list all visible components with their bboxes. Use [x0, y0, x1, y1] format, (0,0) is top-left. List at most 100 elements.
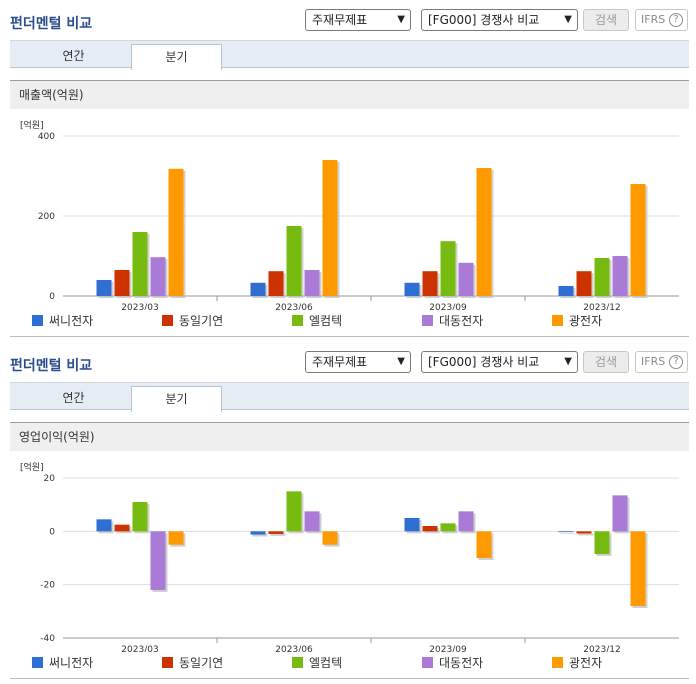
bar — [304, 270, 320, 296]
bar — [114, 524, 130, 532]
bar — [132, 232, 148, 296]
legend-swatch — [162, 315, 173, 326]
bar — [612, 256, 628, 296]
y-axis-unit: [억원] — [20, 463, 44, 473]
chevron-down-icon: ▼ — [397, 356, 405, 367]
legend-swatch — [32, 315, 43, 326]
peer-group-select[interactable]: [FG000] 경쟁사 비교 ▼ — [421, 9, 578, 31]
help-icon: ? — [669, 355, 683, 369]
legend-swatch — [32, 657, 43, 668]
bar — [576, 531, 592, 534]
bar — [630, 531, 646, 606]
bar — [630, 184, 646, 296]
bar — [250, 282, 266, 296]
bar — [286, 226, 302, 296]
bar — [322, 160, 338, 296]
chevron-down-icon: ▼ — [564, 14, 572, 25]
x-tick-label: 2023/09 — [429, 645, 467, 652]
statement-type-select[interactable]: 주재무제표 ▼ — [305, 351, 411, 373]
panel-title: 펀더멘털 비교 — [10, 358, 93, 374]
ifrs-label: IFRS — [641, 355, 666, 368]
y-tick-label: -40 — [40, 634, 55, 644]
bar-shadow — [270, 533, 286, 536]
y-axis-unit: [억원] — [20, 121, 44, 131]
x-tick-label: 2023/12 — [583, 645, 620, 652]
tab-annual[interactable]: 연간 — [62, 49, 85, 63]
bar — [594, 258, 610, 296]
ifrs-label: IFRS — [641, 13, 666, 26]
fundamental-compare-panel-revenue: 펀더멘털 비교 주재무제표 ▼ [FG000] 경쟁사 비교 ▼ 검색 IFRS… — [10, 9, 689, 337]
statement-type-value: 주재무제표 — [312, 355, 368, 369]
bar — [114, 270, 130, 296]
peer-group-value: [FG000] 경쟁사 비교 — [428, 355, 540, 369]
tab-annual[interactable]: 연간 — [62, 391, 85, 405]
y-tick-label: 200 — [38, 212, 55, 222]
tab-quarterly[interactable]: 분기 — [131, 44, 222, 70]
peer-group-value: [FG000] 경쟁사 비교 — [428, 13, 540, 27]
bar — [268, 531, 284, 534]
panel-title: 펀더멘털 비교 — [10, 16, 93, 32]
y-tick-label: 400 — [38, 132, 55, 142]
bar — [476, 168, 492, 296]
bar-shadow — [560, 533, 576, 535]
legend-swatch — [422, 657, 433, 668]
legend-label: 써니전자 — [49, 314, 94, 328]
x-tick-label: 2023/06 — [275, 645, 313, 652]
legend-label: 대동전자 — [439, 314, 484, 328]
ifrs-help-button[interactable]: IFRS ? — [635, 351, 688, 373]
section-title: 영업이익(억원) — [10, 422, 689, 451]
bar — [96, 519, 112, 532]
x-tick-label: 2023/03 — [121, 303, 158, 310]
legend-swatch — [552, 657, 563, 668]
divider — [10, 336, 689, 337]
bar — [458, 511, 474, 532]
legend-label: 광전자 — [569, 656, 603, 670]
bar — [304, 511, 320, 532]
bar — [150, 531, 166, 590]
bar — [150, 257, 166, 296]
x-tick-label: 2023/12 — [583, 303, 620, 310]
x-tick-label: 2023/03 — [121, 645, 158, 652]
legend-label: 동일기연 — [179, 656, 224, 670]
legend-label: 써니전자 — [49, 656, 94, 670]
fundamental-compare-panel-operating-profit: 펀더멘털 비교 주재무제표 ▼ [FG000] 경쟁사 비교 ▼ 검색 IFRS… — [0, 342, 696, 684]
statement-type-select[interactable]: 주재무제표 ▼ — [305, 9, 411, 31]
bar — [594, 531, 610, 554]
bar — [422, 526, 438, 532]
bar — [96, 280, 112, 296]
peer-group-select[interactable]: [FG000] 경쟁사 비교 ▼ — [421, 351, 578, 373]
divider — [10, 678, 689, 679]
y-tick-label: -20 — [40, 581, 55, 591]
y-tick-label: 0 — [49, 292, 55, 302]
chevron-down-icon: ▼ — [397, 14, 405, 25]
period-tabs: 연간 분기 — [10, 40, 689, 70]
bar — [404, 518, 420, 532]
bar-shadow — [252, 533, 268, 537]
help-icon: ? — [669, 13, 683, 27]
chart-legend: 써니전자 동일기연 엘컴텍 대동전자 광전자 — [32, 313, 682, 329]
bar — [576, 271, 592, 296]
chevron-down-icon: ▼ — [564, 356, 572, 367]
y-tick-label: 20 — [44, 474, 56, 484]
bar — [440, 523, 456, 532]
legend-swatch — [162, 657, 173, 668]
legend-swatch — [422, 315, 433, 326]
ifrs-help-button[interactable]: IFRS ? — [635, 9, 688, 31]
legend-label: 엘컴텍 — [309, 314, 343, 328]
tab-quarterly[interactable]: 분기 — [131, 386, 222, 412]
bar — [132, 502, 148, 532]
bar — [476, 531, 492, 558]
bar — [168, 531, 184, 545]
search-button[interactable]: 검색 — [583, 351, 629, 373]
bar — [612, 495, 628, 532]
bar — [440, 241, 456, 296]
bar — [558, 531, 574, 533]
operating-profit-bar-chart: -40 -20 0 20 2023/03 2023/06 2023/09 2023/12 — [40, 474, 679, 652]
search-button[interactable]: 검색 — [583, 9, 629, 31]
legend-swatch — [292, 315, 303, 326]
bar — [286, 491, 302, 532]
bar — [268, 271, 284, 296]
bar — [168, 168, 184, 296]
legend-label: 광전자 — [569, 314, 603, 328]
bar — [404, 282, 420, 296]
